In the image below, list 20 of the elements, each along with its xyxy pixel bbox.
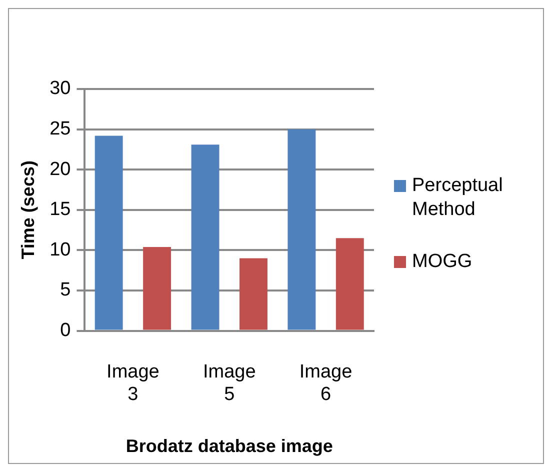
bar [143, 246, 172, 330]
x-axis-title: Brodatz database image [126, 436, 333, 456]
bar [239, 258, 268, 330]
y-tick-label: 20 [50, 158, 71, 180]
y-tick-label: 25 [50, 118, 71, 140]
y-axis-title: Time (secs) [18, 160, 38, 260]
y-tick-label: 15 [50, 199, 71, 220]
legend-label: Perceptual Method [412, 174, 504, 222]
bar [94, 136, 123, 330]
x-tick-label: Image 3 [106, 361, 160, 406]
legend-label: MOGG [412, 250, 472, 274]
bar [288, 129, 316, 330]
x-tick-label: Image 5 [202, 361, 256, 406]
bar [336, 238, 364, 330]
x-tick-label: Image 6 [299, 361, 352, 406]
y-tick-label: 10 [50, 239, 71, 260]
y-tick-label: 0 [60, 320, 71, 342]
bar [191, 144, 220, 330]
y-tick-label: 5 [60, 280, 71, 301]
y-tick-label: 30 [50, 78, 71, 100]
